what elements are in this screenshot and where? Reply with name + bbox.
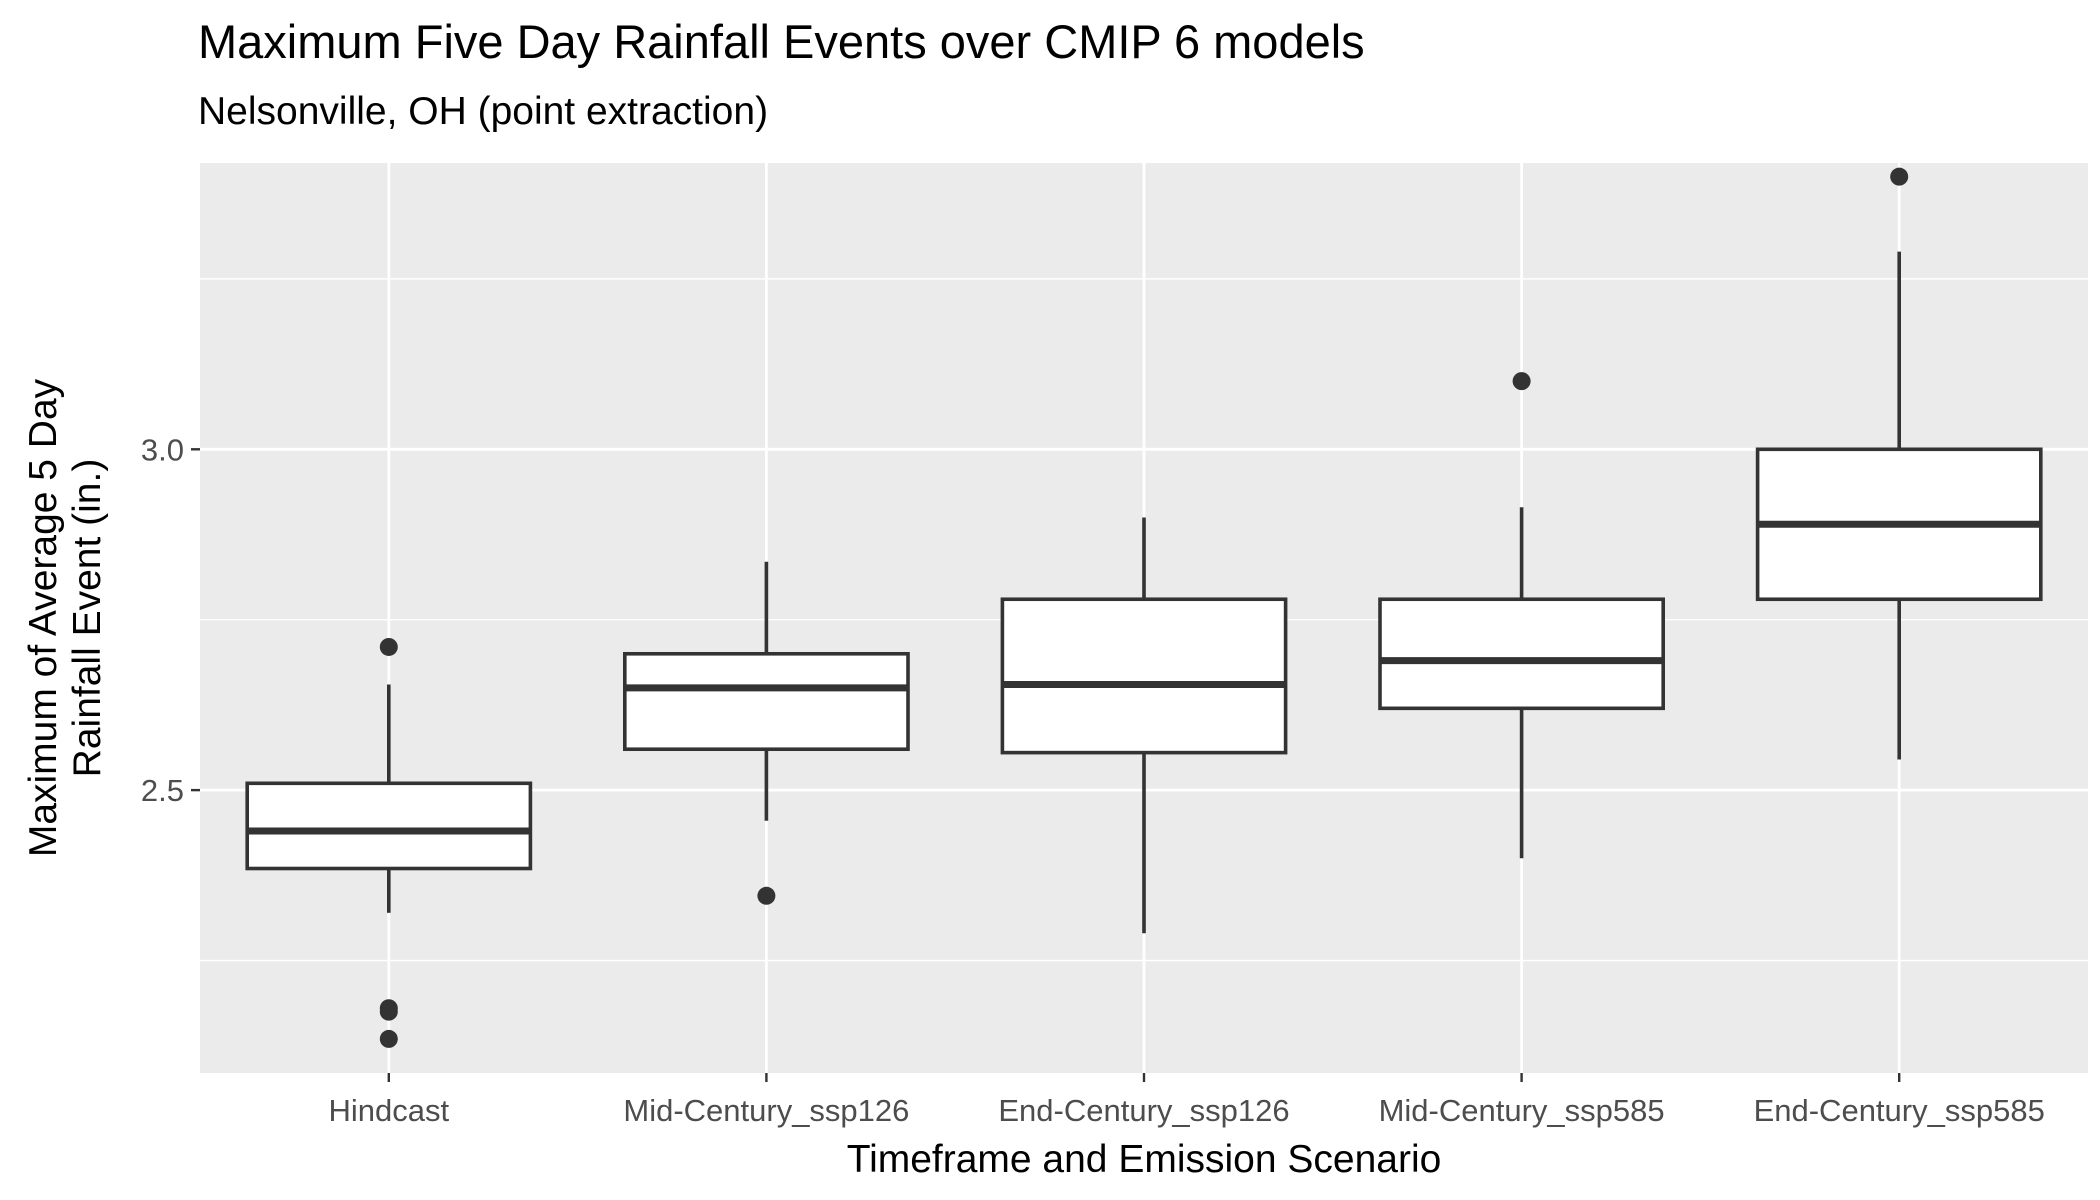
y-axis-title-line: Rainfall Event (in.): [66, 459, 109, 778]
box-iqr: [1000, 597, 1288, 755]
outlier-point: [379, 637, 398, 656]
x-axis-title: Timeframe and Emission Scenario: [847, 1138, 1442, 1181]
y-axis-title-line: Maximum of Average 5 Day: [22, 378, 65, 857]
outlier-point: [1512, 372, 1531, 391]
y-axis-title: Maximum of Average 5 DayRainfall Event (…: [22, 378, 109, 857]
box-iqr: [622, 651, 910, 752]
outlier-point: [757, 886, 776, 905]
x-tick-label: Mid-Century_ssp126: [623, 1093, 909, 1128]
outlier-point: [379, 1002, 398, 1021]
x-tick-label: End-Century_ssp126: [998, 1093, 1289, 1128]
box-iqr: [1378, 597, 1666, 711]
y-tick-label: 3.0: [141, 432, 184, 467]
outlier-point: [1890, 167, 1909, 186]
x-tick-label: End-Century_ssp585: [1754, 1093, 2045, 1128]
outlier-point: [379, 1029, 398, 1048]
chart-title: Maximum Five Day Rainfall Events over CM…: [198, 15, 1365, 68]
y-tick-label: 2.5: [141, 773, 184, 808]
x-tick-label: Hindcast: [328, 1093, 449, 1128]
box-iqr: [245, 781, 533, 871]
chart-subtitle: Nelsonville, OH (point extraction): [198, 90, 769, 133]
x-tick-label: Mid-Century_ssp585: [1379, 1093, 1665, 1128]
